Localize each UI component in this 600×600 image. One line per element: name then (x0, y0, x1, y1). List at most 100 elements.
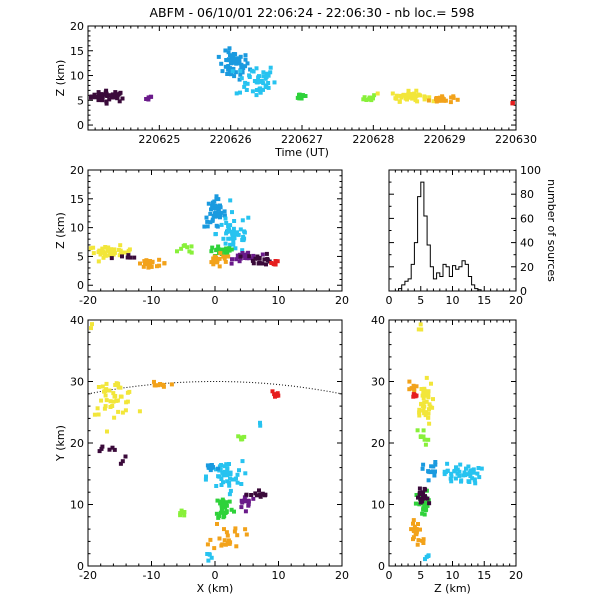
x_height-point (189, 244, 194, 249)
z_y_view-point (417, 486, 422, 491)
time_height-point (412, 91, 417, 96)
time_height-point (455, 97, 460, 102)
plan_view-point (182, 513, 187, 518)
x_height-point (224, 221, 229, 225)
z_y_view-point (411, 394, 416, 399)
plan_view-point (217, 536, 222, 541)
x_height-point (212, 211, 217, 216)
time_height-point (266, 81, 271, 85)
time_height-point (295, 95, 300, 100)
time_height-point (414, 88, 419, 93)
time_height-point (245, 61, 250, 66)
plan_view-point (228, 540, 233, 545)
plan_view-point (95, 406, 100, 411)
plan_view-point (123, 408, 128, 413)
x_height-point (230, 233, 235, 238)
x_height-point (231, 226, 236, 231)
plan_view-axes: -20 -10 0 10 20 0 10 20 30 40 X (km) Y (km) (54, 314, 349, 595)
z_y_view-axes: 0 5 10 15 20 0 10 20 30 40 Z (km) (371, 314, 523, 595)
time_height-point (368, 97, 372, 102)
z_y_view-point (461, 473, 466, 478)
time_height-point (240, 70, 245, 75)
time_height-point (225, 58, 230, 63)
time_height-ytick-label: 5 (77, 94, 84, 107)
plan_view-point (120, 410, 125, 415)
time_height-point (252, 79, 257, 83)
x_height-point (144, 258, 149, 263)
z_y_view-point (423, 501, 428, 505)
time_height-point (115, 96, 120, 101)
plan_view-point (182, 510, 187, 514)
time_height-point (96, 95, 100, 99)
plan_view-point (223, 470, 228, 475)
z_y_view-point (421, 434, 426, 439)
z_y_view-point (426, 554, 431, 558)
x_height-point (214, 206, 219, 211)
time_height-point (92, 95, 97, 100)
plan_view-point (111, 391, 116, 396)
plan_view-point (243, 499, 248, 504)
x_height-point (250, 258, 255, 263)
time_height-point (226, 50, 231, 55)
z_y_view-point (449, 474, 454, 479)
x_height-point (227, 246, 232, 251)
z_y_view-ytick-label: 30 (371, 376, 385, 389)
x_height-point (225, 250, 230, 255)
x_height-point (229, 247, 234, 252)
plan_view-point (178, 513, 183, 518)
z_y_view-point (416, 327, 421, 332)
time_height-point (451, 94, 456, 99)
x_height-point (185, 245, 190, 250)
z_y_view-point (432, 473, 437, 478)
x_height-point (181, 243, 186, 248)
time_height-point (104, 93, 109, 98)
time_height-point (234, 58, 239, 63)
x_height-point (260, 261, 265, 266)
plan_view-point (263, 492, 268, 497)
x_height-point (91, 245, 96, 250)
plan_view-point (208, 466, 213, 471)
time_height-point (228, 53, 232, 58)
plan_view-point (220, 510, 225, 515)
x_height-point (240, 248, 245, 253)
x_height-point (257, 255, 262, 260)
z_y_view-point (422, 400, 427, 405)
time_height-point (268, 70, 273, 75)
z_y_view-ytick-label: 10 (371, 499, 385, 512)
plan_view-point (218, 499, 223, 504)
plan_view-point (96, 385, 101, 389)
time_height-point (238, 72, 243, 77)
x_height-point (260, 252, 265, 257)
x_height-point (146, 265, 151, 270)
z_y_view-point (413, 501, 418, 506)
x_height-point (187, 249, 192, 254)
plan_view-point (227, 492, 232, 497)
x_height-point (230, 230, 235, 234)
x_height-point (216, 244, 221, 249)
time_height-point (223, 64, 228, 69)
x_height-point (235, 253, 240, 258)
time_height-point (510, 101, 515, 106)
x_height-point (221, 254, 226, 259)
time_height-xtick-label: 220628 (352, 133, 394, 146)
x_height-point (157, 263, 162, 268)
plan_view-point (217, 464, 222, 469)
z_y_view-point (419, 327, 424, 332)
z_y_view-point (471, 470, 476, 475)
x_height-point (265, 258, 270, 263)
z_y_view-point (423, 494, 427, 499)
z_y_view-point (427, 501, 432, 506)
z_y_view-point (429, 381, 433, 386)
time_height-point (245, 81, 250, 86)
x_height-point (107, 249, 112, 254)
plan_view-point (239, 482, 244, 486)
x_height-point (109, 256, 114, 261)
time_height-point (257, 79, 262, 84)
plan_view-point (228, 488, 233, 493)
x_height-xtick-label: -20 (79, 294, 97, 307)
x_height-point (269, 261, 274, 265)
z_y_view-point (426, 411, 431, 416)
time_height-point (237, 77, 242, 82)
x_height-point (209, 260, 214, 265)
z_y_view-point (475, 471, 480, 476)
